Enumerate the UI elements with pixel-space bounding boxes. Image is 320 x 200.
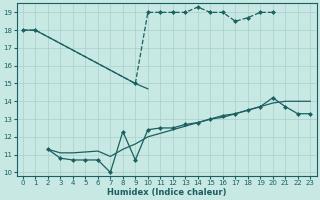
X-axis label: Humidex (Indice chaleur): Humidex (Indice chaleur) xyxy=(107,188,226,197)
